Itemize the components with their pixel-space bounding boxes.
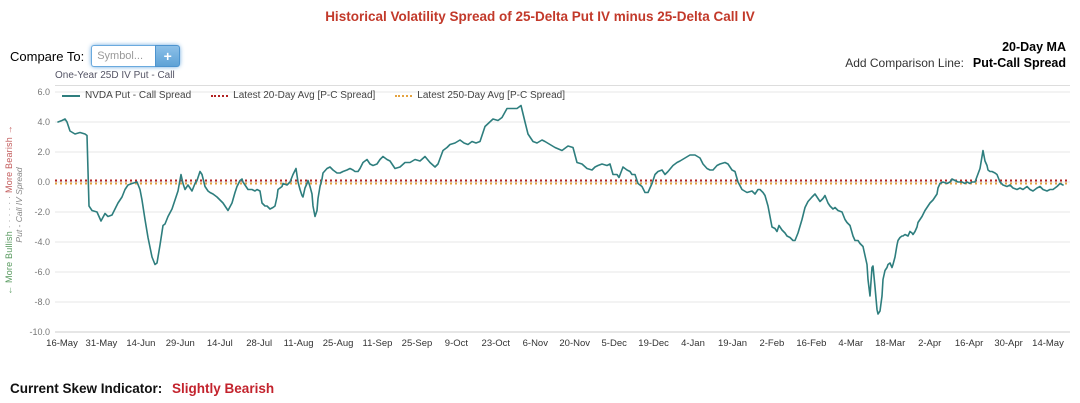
svg-text:2.0: 2.0 [37, 147, 50, 157]
add-comparison-label: Add Comparison Line: [845, 56, 964, 71]
svg-text:14-Jun: 14-Jun [126, 338, 155, 349]
svg-text:16-Feb: 16-Feb [796, 338, 826, 349]
svg-text:19-Dec: 19-Dec [638, 338, 669, 349]
skew-indicator-value: Slightly Bearish [172, 381, 275, 396]
svg-text:-8.0: -8.0 [34, 297, 50, 307]
comparison-line-select[interactable]: 20-Day MA Put-Call Spread [973, 40, 1066, 71]
svg-text:4-Jan: 4-Jan [681, 338, 705, 349]
skew-indicator-label: Current Skew Indicator: [10, 381, 163, 396]
svg-text:18-Mar: 18-Mar [875, 338, 905, 349]
teal-line-swatch-icon [62, 94, 80, 97]
add-comparison-controls: Add Comparison Line: 20-Day MA Put-Call … [845, 40, 1066, 71]
compare-to-controls: Compare To: + [10, 45, 181, 67]
legend-item-20day-avg[interactable]: Latest 20-Day Avg [P-C Spread] [211, 90, 375, 101]
svg-text:20-Nov: 20-Nov [559, 338, 590, 349]
add-symbol-button[interactable]: + [155, 45, 181, 67]
svg-text:19-Jan: 19-Jan [718, 338, 747, 349]
svg-text:2-Feb: 2-Feb [759, 338, 784, 349]
svg-text:31-May: 31-May [86, 338, 118, 349]
sentiment-dots: · · · · · · [4, 192, 14, 232]
svg-text:6.0: 6.0 [37, 87, 50, 97]
svg-text:-4.0: -4.0 [34, 237, 50, 247]
svg-text:6-Nov: 6-Nov [523, 338, 549, 349]
svg-text:11-Sep: 11-Sep [363, 338, 393, 349]
svg-text:-2.0: -2.0 [34, 207, 50, 217]
red-dotted-swatch-icon [211, 94, 229, 97]
page-title: Historical Volatility Spread of 25-Delta… [325, 9, 755, 24]
compare-to-label: Compare To: [10, 48, 85, 64]
chart-legend: NVDA Put - Call Spread Latest 20-Day Avg… [62, 90, 565, 101]
svg-text:4-Mar: 4-Mar [838, 338, 863, 349]
svg-text:0.0: 0.0 [37, 177, 50, 187]
legend-label: Latest 20-Day Avg [P-C Spread] [233, 90, 376, 101]
svg-text:9-Oct: 9-Oct [445, 338, 469, 349]
svg-text:28-Jul: 28-Jul [246, 338, 272, 349]
orange-dotted-swatch-icon [395, 94, 413, 97]
chart-subtitle: One-Year 25D IV Put - Call [55, 70, 1070, 86]
svg-text:25-Sep: 25-Sep [402, 338, 433, 349]
svg-text:11-Aug: 11-Aug [284, 338, 314, 349]
more-bullish-label: ← More Bullish [4, 231, 14, 295]
svg-text:5-Dec: 5-Dec [602, 338, 628, 349]
svg-text:14-May: 14-May [1032, 338, 1064, 349]
svg-text:14-Jul: 14-Jul [207, 338, 233, 349]
y-axis-sentiment-label: ← More Bullish · · · · · · More Bearish … [4, 120, 14, 300]
legend-item-250day-avg[interactable]: Latest 250-Day Avg [P-C Spread] [395, 90, 565, 101]
more-bearish-label: More Bearish → [4, 125, 14, 193]
legend-label: Latest 250-Day Avg [P-C Spread] [417, 90, 565, 101]
svg-text:30-Apr: 30-Apr [994, 338, 1023, 349]
svg-text:2-Apr: 2-Apr [918, 338, 941, 349]
symbol-compare-group: + [91, 45, 181, 67]
svg-text:29-Jun: 29-Jun [166, 338, 195, 349]
svg-text:23-Oct: 23-Oct [482, 338, 511, 349]
legend-label: NVDA Put - Call Spread [85, 90, 192, 101]
legend-item-nvda-spread[interactable]: NVDA Put - Call Spread [62, 90, 191, 101]
svg-text:-6.0: -6.0 [34, 267, 50, 277]
symbol-input[interactable] [91, 45, 156, 67]
svg-text:-10.0: -10.0 [29, 327, 50, 337]
svg-text:25-Aug: 25-Aug [323, 338, 354, 349]
skew-indicator: Current Skew Indicator: Slightly Bearish [10, 381, 274, 396]
svg-text:16-May: 16-May [46, 338, 78, 349]
comparison-line-value-line2: Put-Call Spread [972, 55, 1066, 70]
svg-text:4.0: 4.0 [37, 117, 50, 127]
svg-text:16-Apr: 16-Apr [955, 338, 984, 349]
y-axis-title: Put - Call IV Spread [14, 167, 24, 243]
comparison-line-value-line1: 20-Day MA [1002, 40, 1066, 54]
